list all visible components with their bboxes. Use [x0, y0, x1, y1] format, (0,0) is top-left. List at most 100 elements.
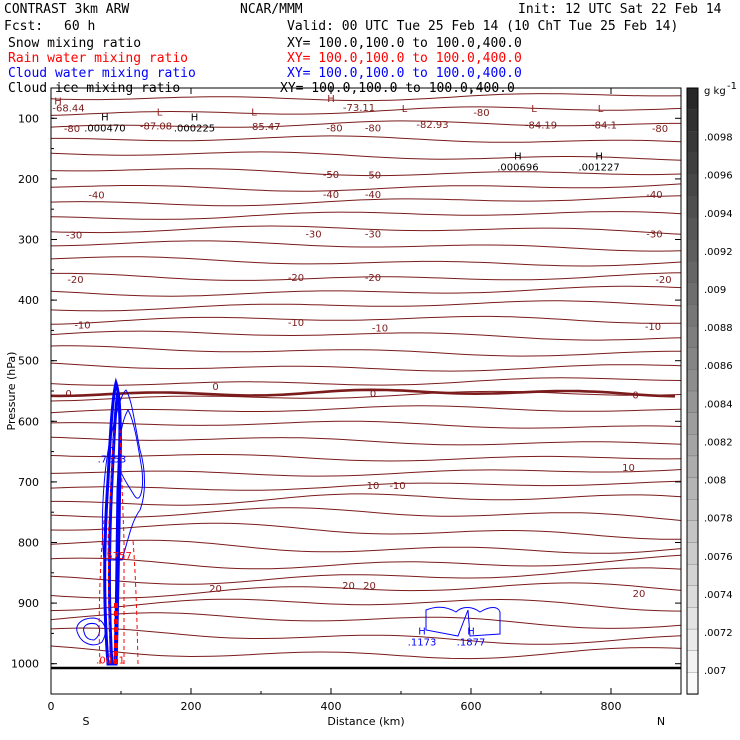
temperature-contours	[50, 93, 682, 670]
isotherm-line	[50, 420, 682, 429]
colorbar-tick-label: .0078	[704, 514, 733, 525]
colorbar-swatch	[686, 412, 699, 435]
extremum-mark: L	[531, 104, 537, 115]
extremum-mark: H	[101, 113, 109, 124]
contour-label: -84.19	[525, 120, 557, 131]
extremum-value: .1173	[408, 638, 437, 649]
cloud-water-contour	[107, 391, 122, 666]
cloud-water-shallow	[425, 606, 501, 637]
contour-label: -73.11	[343, 103, 375, 114]
extremum-mark: H	[467, 627, 475, 638]
colorbar-swatch	[686, 585, 699, 609]
isotherm-line	[50, 554, 682, 570]
isotherm-line	[50, 195, 682, 207]
contour-label: -80	[473, 108, 489, 119]
y-tick-label: 600	[18, 415, 39, 428]
colorbar-swatch	[686, 282, 699, 306]
extremum-value: .5757	[103, 551, 132, 562]
y-tick-label: 300	[18, 234, 39, 247]
isotherm-line	[50, 612, 682, 629]
extremum-value: .000470	[84, 124, 125, 135]
isotherm-line	[50, 436, 682, 446]
y-tick-label: 900	[18, 597, 39, 610]
contour-label: -10	[645, 322, 661, 333]
zero-isotherm	[50, 388, 676, 398]
contour-label: -82.93	[416, 120, 448, 131]
colorbar-tick-label: .0094	[704, 209, 733, 220]
contour-label: -40	[88, 191, 104, 202]
isotherm-line	[50, 151, 682, 161]
contour-label: -30	[305, 229, 321, 240]
isotherm-line	[50, 345, 682, 357]
contour-label: -80	[365, 123, 381, 134]
cloud-water-outer	[101, 389, 145, 561]
isotherm-line	[50, 598, 682, 612]
contour-label: -20	[365, 273, 381, 284]
extremum-mark: H	[108, 444, 116, 455]
x-axis-title: Distance (km)	[327, 715, 404, 728]
forecast-label: Fcst:	[4, 19, 44, 34]
colorbar-tick-label: .0072	[704, 628, 733, 639]
colorbar-tick-label: .007	[704, 666, 726, 677]
extremum-mark: L	[157, 107, 163, 118]
extremum-mark: H	[418, 627, 426, 638]
colorbar-swatch	[686, 434, 699, 457]
colorbar-swatch	[686, 650, 699, 674]
isotherm-line	[50, 627, 682, 645]
isotherm-line	[50, 211, 682, 220]
rain-contour	[98, 519, 105, 665]
colorbar-tick-label: .0092	[704, 247, 733, 258]
isotherm-line	[50, 168, 682, 177]
isotherm-line	[50, 567, 682, 585]
colorbar-swatch	[686, 131, 699, 154]
colorbar-swatch	[686, 239, 699, 262]
contour-label: 20	[342, 581, 355, 592]
contour-label: 10	[367, 481, 380, 492]
contour-label: 0	[65, 389, 71, 400]
isotherm-line	[50, 256, 682, 267]
contour-label: -84.1	[591, 120, 617, 131]
extremum-mark: H	[595, 152, 603, 163]
extremum-mark: H	[54, 96, 62, 107]
contour-label: -50	[365, 171, 381, 182]
isotherm-line	[50, 390, 682, 402]
isotherm-line	[50, 120, 681, 128]
colorbar: .0098 .0096 .0094 .0092 .009 .0088 .0086 .0084.…	[686, 81, 737, 695]
isotherm-line	[50, 285, 682, 297]
colorbar-swatch	[686, 152, 699, 176]
isotherm-line	[50, 240, 682, 252]
isotherm-line	[50, 330, 682, 341]
x-tick-label: 0	[48, 700, 55, 713]
contour-label: -30	[66, 231, 82, 242]
contour-label: -80	[652, 124, 668, 135]
isotherm-line	[50, 300, 682, 312]
contour-label: 20	[633, 589, 646, 600]
contour-label: -87.08	[140, 122, 172, 133]
colorbar-swatch	[686, 325, 699, 349]
contour-label: -80	[64, 124, 80, 135]
contour-label: -30	[365, 229, 381, 240]
south-label: S	[83, 715, 90, 728]
colorbar-swatch	[686, 672, 699, 695]
y-tick-label: 800	[18, 537, 39, 550]
valid-time: Valid: 00 UTC Tue 25 Feb 14 (10 ChT Tue …	[287, 19, 679, 34]
isotherm-line	[50, 405, 682, 414]
y-tick-label: 200	[18, 173, 39, 186]
colorbar-swatch	[686, 174, 699, 197]
colorbar-swatch	[686, 304, 699, 327]
contour-label: -40	[646, 190, 662, 201]
colorbar-tick-label: .0084	[704, 399, 733, 410]
isotherm-line	[50, 93, 682, 102]
colorbar-tick-label: .0096	[704, 171, 733, 182]
contour-label: 10	[622, 463, 635, 474]
extremum-value: .001227	[578, 163, 619, 174]
colorbar-unit-exponent: -1	[727, 81, 737, 92]
isotherm-line	[50, 315, 682, 325]
colorbar-frame	[686, 87, 699, 695]
isotherm-line	[50, 480, 682, 491]
y-tick-label: 1000	[11, 658, 39, 671]
isotherm-line	[50, 469, 682, 477]
contour-label: 0	[370, 389, 376, 400]
isotherm-line	[50, 362, 682, 372]
